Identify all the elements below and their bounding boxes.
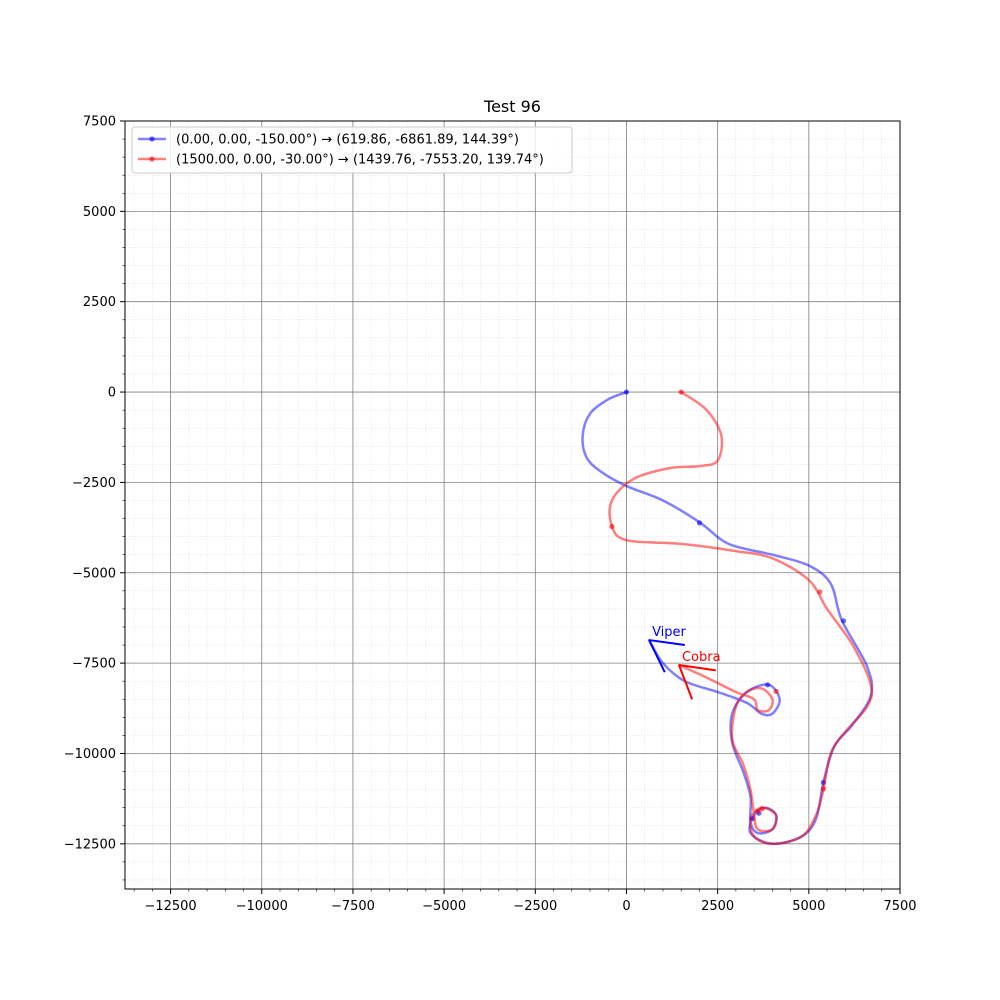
series-red (608, 389, 874, 846)
x-tick-label: 2500 (701, 899, 734, 914)
x-tick-label: −10000 (236, 899, 288, 914)
x-tick-label: −7500 (331, 899, 375, 914)
legend-box (131, 126, 573, 174)
series-marker (820, 786, 827, 792)
x-tick-label: −12500 (144, 899, 196, 914)
y-tick-label: 0 (108, 386, 116, 401)
y-axis-ticks: −12500 −10000 −7500 −5000 −2500 0 2500 5000 7500 (64, 115, 125, 881)
heading-indicator-viper: Viper (648, 625, 687, 673)
series-layer (581, 389, 874, 846)
y-tick-label: −2500 (72, 476, 116, 491)
series-marker (696, 520, 703, 526)
y-tick-label: −7500 (72, 657, 116, 672)
chart-title: Test 96 (483, 97, 541, 116)
heading-arm (678, 664, 694, 700)
heading-arm (648, 639, 685, 647)
minor-grid (125, 121, 900, 889)
legend-label: (0.00, 0.00, -150.00°) → (619.86, -6861.… (176, 133, 519, 148)
y-tick-label: 5000 (83, 205, 116, 220)
x-tick-label: −5000 (422, 899, 466, 914)
legend-label: (1500.00, 0.00, -30.00°) → (1439.76, -75… (176, 153, 544, 168)
series-marker (609, 523, 615, 530)
series-marker (759, 806, 765, 812)
y-tick-label: −10000 (64, 747, 116, 762)
heading-indicator-cobra: Cobra (678, 650, 721, 700)
series-marker (623, 389, 630, 395)
series-marker (817, 589, 823, 595)
series-marker (840, 618, 847, 624)
series-marker (773, 688, 779, 694)
series-marker (765, 682, 771, 688)
plot-frame (124, 120, 901, 890)
heading-arm (678, 664, 716, 672)
legend-entry: (0.00, 0.00, -150.00°) → (619.86, -6861.… (138, 133, 519, 148)
x-tick-label: 0 (622, 899, 630, 914)
y-tick-label: −12500 (64, 837, 116, 852)
y-tick-label: −5000 (72, 566, 116, 581)
x-tick-label: −2500 (513, 899, 557, 914)
x-axis-ticks: −12500 −10000 −7500 −5000 −2500 0 2500 5000 7500 (133, 889, 917, 914)
legend-marker (149, 156, 155, 162)
legend-entry: (1500.00, 0.00, -30.00°) → (1439.76, -75… (138, 153, 544, 168)
legend: (0.00, 0.00, -150.00°) → (619.86, -6861.… (131, 126, 573, 174)
legend-marker (149, 136, 155, 142)
heading-annotations: Viper Cobra (648, 625, 721, 700)
heading-arm (648, 639, 666, 673)
heading-label: Viper (652, 625, 686, 640)
heading-label: Cobra (682, 650, 721, 665)
series-marker (678, 389, 684, 395)
y-tick-label: 7500 (83, 115, 116, 130)
series-line (608, 390, 874, 846)
y-tick-label: 2500 (83, 295, 116, 310)
x-tick-label: 7500 (883, 899, 916, 914)
series-marker (755, 808, 761, 814)
x-tick-label: 5000 (792, 899, 825, 914)
